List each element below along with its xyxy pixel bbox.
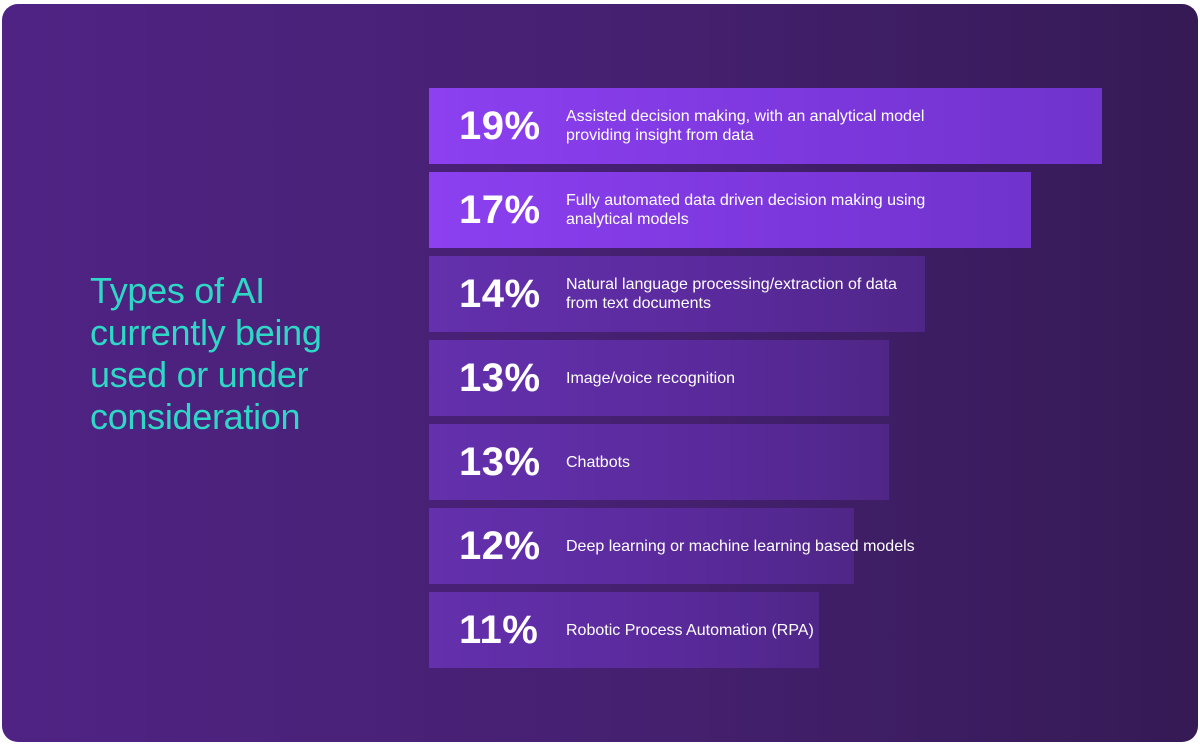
bar: 13% Chatbots bbox=[429, 424, 889, 500]
bar-category-label: Assisted decision making, with an analyt… bbox=[566, 108, 925, 144]
bar-category-label: Deep learning or machine learning based … bbox=[566, 537, 915, 555]
bar-category-label: Natural language processing/extraction o… bbox=[566, 276, 897, 312]
bar-value-label: 12% bbox=[459, 524, 541, 568]
chart-card: Types of AI currently being used or unde… bbox=[2, 4, 1198, 742]
bar-value-label: 19% bbox=[459, 104, 541, 148]
bar-category-label: Image/voice recognition bbox=[566, 369, 735, 387]
bar-category-label: Fully automated data driven decision mak… bbox=[566, 192, 926, 228]
bar: 19% Assisted decision making, with an ana… bbox=[429, 88, 1102, 164]
bar-value-label: 14% bbox=[459, 272, 541, 316]
bar-value-label: 17% bbox=[459, 188, 541, 232]
bar: 12% Deep learning or machine learning bas… bbox=[429, 508, 915, 584]
bar: 17% Fully automated data driven decision … bbox=[429, 172, 1031, 248]
bar: 13% Image/voice recognition bbox=[429, 340, 889, 416]
bar-category-label: Chatbots bbox=[566, 453, 631, 471]
bar-value-label: 13% bbox=[459, 440, 541, 484]
chart-title: Types of AI currently being used or unde… bbox=[90, 270, 322, 437]
bar: 14% Natural language processing/extractio… bbox=[429, 256, 925, 332]
bar-value-label: 11% bbox=[459, 608, 539, 652]
bar-chart: 19% Assisted decision making, with an ana… bbox=[2, 4, 1198, 742]
bar-value-label: 13% bbox=[459, 356, 541, 400]
bar-category-label: Robotic Process Automation (RPA) bbox=[566, 621, 814, 639]
bar: 11% Robotic Process Automation (RPA) bbox=[429, 592, 819, 668]
